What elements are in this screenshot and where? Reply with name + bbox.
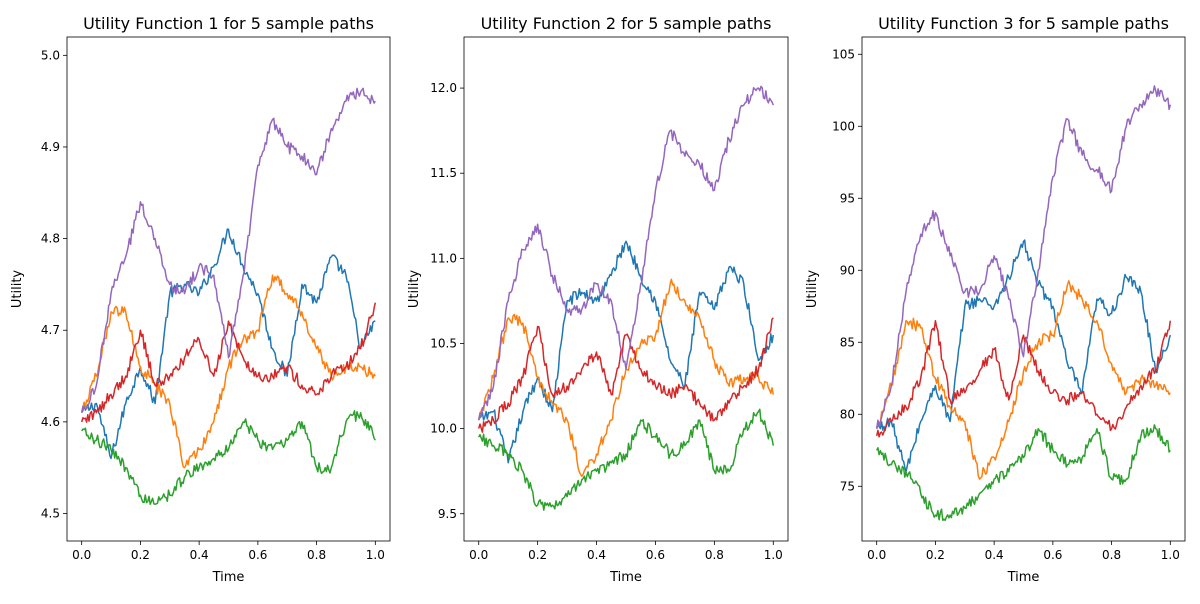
chart-title: Utility Function 1 for 5 sample paths: [83, 14, 374, 33]
x-axis-label: Time: [609, 570, 642, 585]
x-tick-label: 1.0: [366, 548, 385, 562]
series-line-1: [876, 239, 1172, 473]
chart-panel-1: 0.0 0.2 0.4 0.6 0.8 1.0 4.5 4.6 4.7 4.8 4.9 5.0 Util…: [10, 14, 391, 585]
series-group: [477, 85, 775, 511]
series-line-4: [875, 319, 1172, 438]
x-tick-label: 0.4: [190, 548, 209, 562]
y-tick-label: 85: [840, 335, 855, 349]
y-tick-label: 5.0: [41, 48, 60, 62]
x-tick-label: 0.6: [1043, 548, 1062, 562]
series-line-3: [876, 424, 1171, 522]
y-tick-label: 4.6: [41, 415, 60, 429]
y-tick-label: 12.0: [430, 81, 457, 95]
series-line-4: [477, 317, 774, 433]
series-line-3: [478, 408, 775, 511]
series-line-3: [81, 410, 376, 506]
x-tick-label: 0.8: [705, 548, 724, 562]
axes-frame: [463, 36, 789, 542]
chart-title: Utility Function 3 for 5 sample paths: [878, 14, 1169, 33]
x-tick-label: 1.0: [1161, 548, 1180, 562]
x-tick-label: 0.0: [867, 548, 886, 562]
series-group: [875, 85, 1172, 522]
y-tick-label: 11.0: [430, 251, 457, 265]
x-tick-label: 0.0: [72, 548, 91, 562]
axes-frame: [66, 36, 391, 542]
x-tick-label: 0.0: [469, 548, 488, 562]
x-tick-label: 0.8: [307, 548, 326, 562]
x-axis-label: Time: [212, 570, 245, 585]
y-tick-label: 80: [840, 407, 855, 421]
x-tick-label: 0.6: [646, 548, 665, 562]
series-line-5: [80, 87, 376, 413]
chart-panel-3: 0.0 0.2 0.4 0.6 0.8 1.0 75 80 85 90 95 100 105 Utilit…: [805, 14, 1186, 585]
series-line-2: [875, 280, 1171, 480]
x-tick-label: 0.4: [985, 548, 1004, 562]
y-tick-label: 4.8: [41, 232, 60, 246]
chart-title: Utility Function 2 for 5 sample paths: [481, 14, 772, 33]
y-tick-label: 4.7: [41, 323, 60, 337]
y-tick-label: 11.5: [430, 166, 457, 180]
y-tick-label: 95: [840, 191, 855, 205]
series-line-1: [478, 240, 775, 464]
x-tick-label: 0.8: [1102, 548, 1121, 562]
y-tick-label: 75: [840, 479, 855, 493]
x-tick-label: 0.2: [131, 548, 150, 562]
series-line-5: [875, 85, 1172, 429]
y-tick-label: 90: [840, 263, 855, 277]
y-tick-label: 105: [832, 47, 855, 61]
y-tick-label: 10.0: [430, 422, 457, 436]
y-axis-label: Utility: [805, 270, 820, 309]
x-tick-label: 0.6: [248, 548, 267, 562]
series-line-5: [477, 85, 774, 421]
series-line-1: [81, 228, 376, 460]
y-axis-label: Utility: [407, 270, 422, 309]
axes-frame: [861, 36, 1186, 542]
series-group: [80, 87, 377, 506]
chart-panel-2: 0.0 0.2 0.4 0.6 0.8 1.0 9.5 10.0 10.5 11.0 11.5 12.…: [407, 14, 789, 585]
x-axis-label: Time: [1007, 570, 1040, 585]
y-tick-label: 9.5: [438, 507, 457, 521]
x-tick-label: 0.4: [587, 548, 606, 562]
y-tick-label: 100: [832, 119, 855, 133]
x-tick-label: 0.2: [926, 548, 945, 562]
y-tick-label: 10.5: [430, 336, 457, 350]
series-line-4: [80, 302, 377, 423]
series-line-2: [80, 274, 376, 469]
y-tick-label: 4.5: [41, 507, 60, 521]
y-tick-label: 4.9: [41, 140, 60, 154]
x-tick-label: 1.0: [764, 548, 783, 562]
x-tick-label: 0.2: [528, 548, 547, 562]
y-axis-label: Utility: [10, 270, 25, 309]
